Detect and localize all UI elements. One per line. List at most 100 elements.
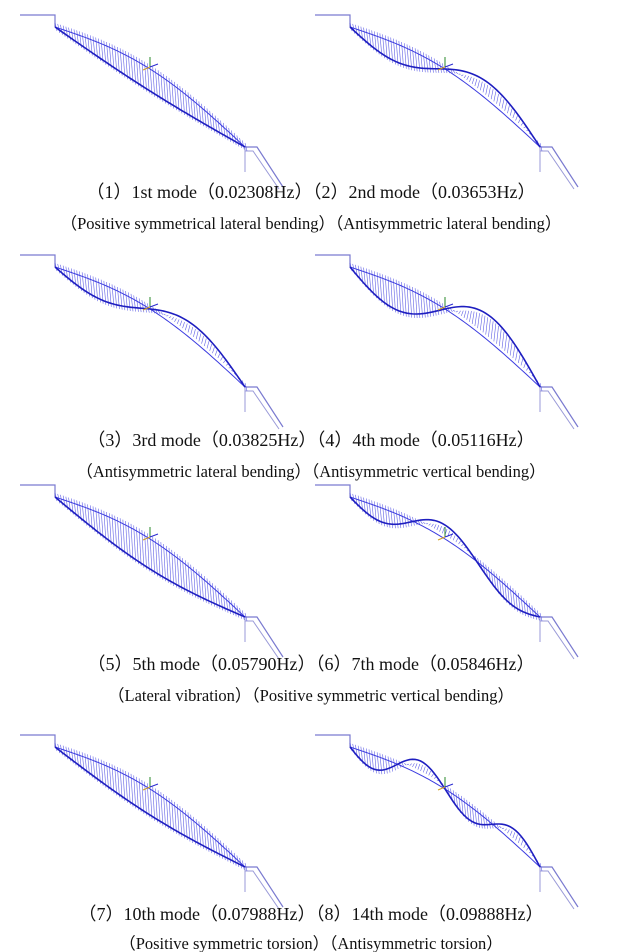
deck-deformed (350, 267, 540, 387)
hatch (421, 521, 423, 524)
hatch (518, 354, 520, 363)
mode-shape (315, 255, 578, 429)
hatch (483, 316, 485, 333)
caption: （5）5th mode（0.05790Hz）（6）7th mode（0.0584… (0, 650, 622, 676)
hatch (131, 294, 133, 311)
hatch (164, 314, 166, 315)
hatch (456, 538, 458, 542)
hatch (415, 763, 417, 768)
pier (315, 735, 350, 747)
hatch (440, 526, 442, 531)
hatch (526, 600, 528, 617)
hatch (507, 830, 509, 834)
hatch (497, 94, 499, 104)
axis-x (445, 64, 453, 67)
pier (315, 255, 350, 267)
hatch (126, 291, 128, 311)
hatch (453, 535, 455, 540)
hatch (437, 60, 439, 73)
figure: （1）1st mode（0.02308Hz）（2）2nd mode（0.0365… (0, 0, 622, 952)
hatch (150, 535, 152, 573)
hatch (229, 848, 231, 863)
hatch (434, 777, 436, 778)
hatch (488, 87, 490, 97)
hatch (218, 354, 220, 359)
mode-shape (20, 255, 283, 429)
hatch (177, 319, 179, 324)
hatch (215, 350, 217, 355)
hatch (136, 527, 138, 564)
hatch (524, 363, 526, 368)
hatch (440, 302, 442, 315)
hatch (507, 105, 509, 113)
hatch (464, 311, 466, 318)
hatch (467, 311, 469, 320)
hatch (437, 300, 439, 315)
hatch (521, 840, 523, 845)
hatch (507, 338, 509, 353)
mode-shape (315, 735, 578, 909)
hatch (128, 292, 130, 311)
caption: （Positive symmetrical lateral bending）（A… (0, 210, 622, 234)
mode-shape (315, 15, 578, 189)
hatch (434, 298, 436, 315)
hatch (169, 316, 171, 317)
hatch (469, 311, 471, 322)
hatch (499, 97, 501, 107)
pier (315, 15, 350, 27)
hatch (475, 79, 477, 86)
hatch (453, 310, 455, 311)
hatch (472, 312, 474, 324)
pier (20, 15, 55, 27)
hatch (399, 511, 401, 528)
hatch (516, 115, 518, 120)
hatch (393, 509, 395, 529)
hatch (513, 346, 515, 358)
hatch (491, 321, 493, 339)
hatch (185, 324, 187, 331)
axis-x (150, 784, 158, 787)
hatch (223, 360, 225, 363)
hatch (407, 514, 409, 526)
hatch (510, 831, 512, 836)
hatch (212, 347, 214, 353)
hatch (431, 297, 433, 316)
hatch (524, 844, 526, 848)
hatch (196, 331, 198, 339)
hatch (483, 812, 485, 828)
hatch (421, 765, 423, 771)
axis-x (150, 304, 158, 307)
hatch (191, 327, 193, 335)
hatch (142, 300, 144, 312)
hatch (467, 76, 469, 80)
hatch (142, 530, 144, 568)
hatch (388, 756, 390, 772)
hatch (402, 512, 404, 528)
hatch (488, 319, 490, 337)
hatch (521, 123, 523, 126)
caption: （3）3rd mode（0.03825Hz）（4）4th mode（0.0511… (0, 426, 622, 452)
hatch (475, 312, 477, 326)
hatch (221, 357, 223, 361)
hatch (226, 364, 228, 365)
hatch (412, 763, 414, 767)
hatch (456, 311, 458, 312)
hatch (63, 26, 65, 37)
hatch (431, 774, 433, 777)
hatch (423, 767, 425, 773)
axis-x (445, 784, 453, 787)
hatch (174, 318, 176, 322)
hatch (529, 603, 531, 618)
hatch (145, 532, 147, 570)
hatch (199, 333, 201, 341)
axis-x (150, 534, 158, 537)
deck (350, 267, 540, 387)
hatch (139, 298, 141, 312)
hatch (494, 323, 496, 341)
hatch (456, 72, 458, 74)
hatch (161, 312, 163, 314)
hatch (404, 513, 406, 527)
hatch (180, 321, 182, 326)
caption: （Positive symmetric torsion）（Antisymmetr… (0, 930, 622, 952)
hatch (383, 754, 385, 774)
